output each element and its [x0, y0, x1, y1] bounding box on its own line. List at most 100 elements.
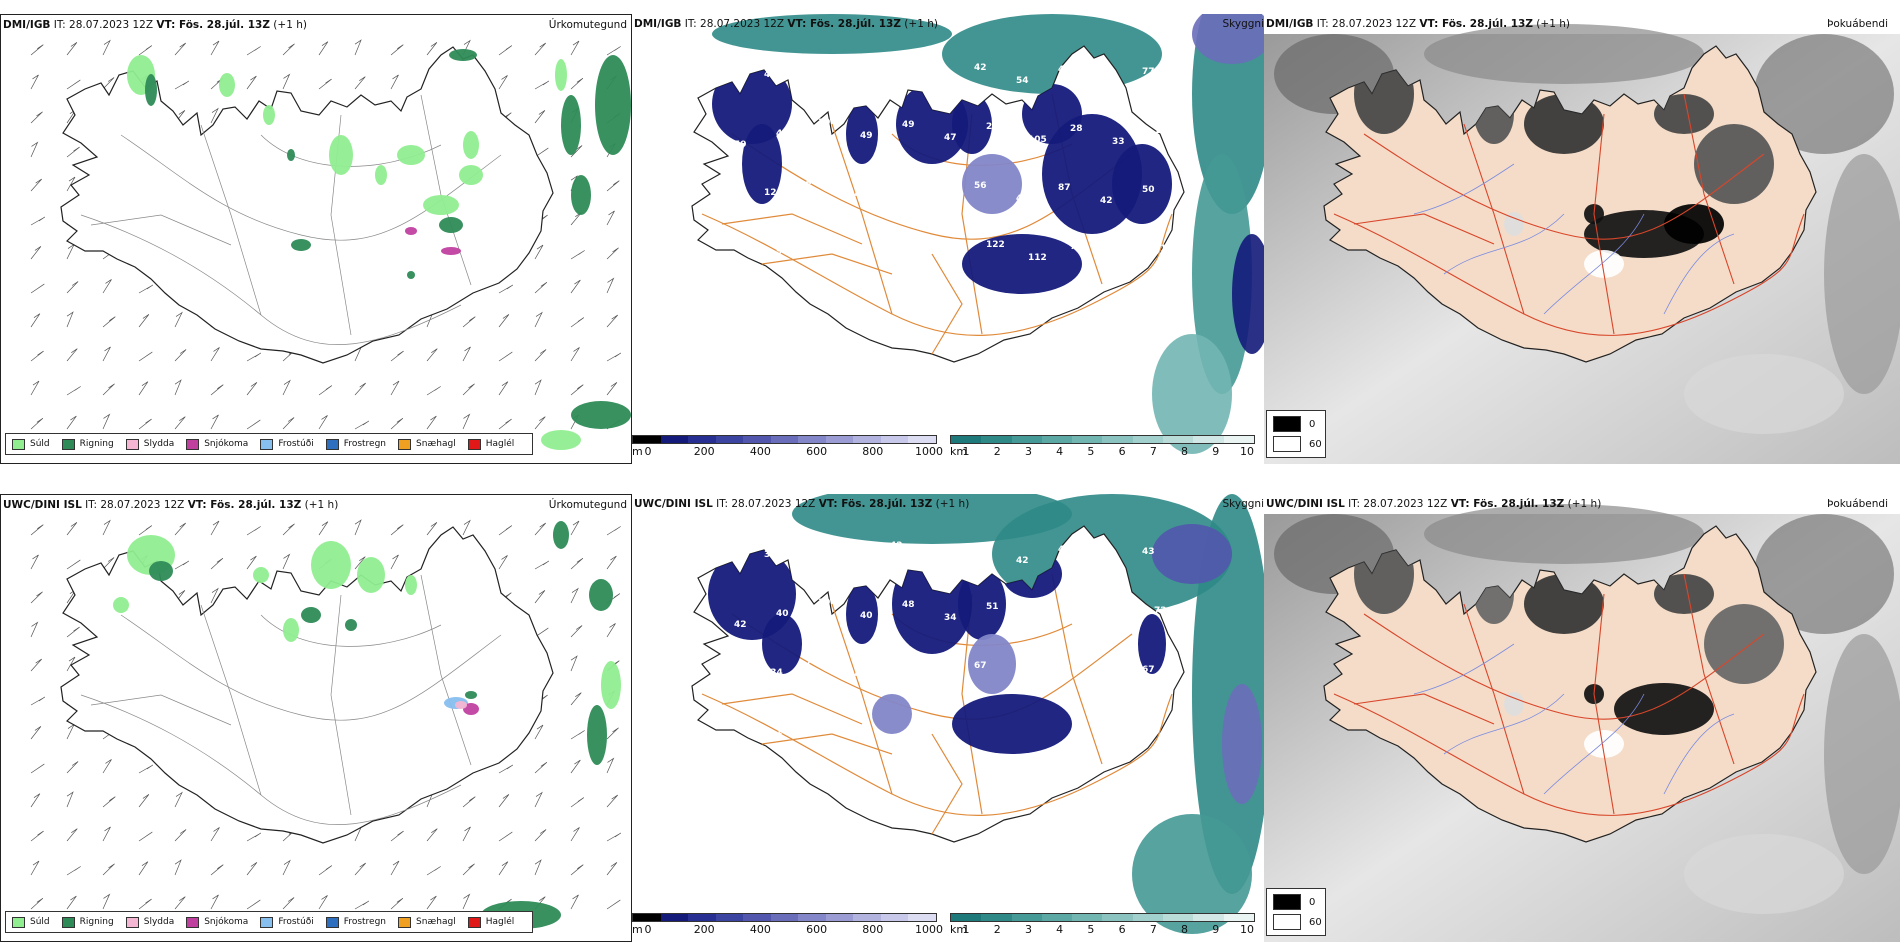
- legend-swatch: [186, 916, 200, 928]
- cloudbase-label: 723: [806, 657, 825, 667]
- wind-barb: [570, 730, 585, 740]
- river-line: [1543, 213, 1645, 315]
- wind-barb: [390, 418, 404, 430]
- river-line: [1413, 163, 1515, 215]
- cloudbase-label: 52: [974, 543, 987, 553]
- road-network: [80, 574, 502, 825]
- fog-legend-item: 0: [1273, 894, 1315, 910]
- fog-area: [1614, 683, 1714, 735]
- legend-label: 60: [1309, 916, 1322, 928]
- wind-barb: [354, 900, 370, 910]
- cloudbase-area: [958, 568, 1006, 640]
- wind-barb: [606, 623, 616, 638]
- wind-barb: [66, 42, 78, 56]
- precip-legend-item: Haglél: [467, 916, 514, 928]
- wind-barb: [534, 762, 548, 774]
- colorbar-cell: [633, 914, 661, 921]
- wind-barb: [30, 898, 44, 910]
- wind-barb: [282, 553, 291, 570]
- fog-sea-shading: [1274, 24, 1900, 434]
- colorbar-cell: [1102, 436, 1133, 443]
- wind-barb: [30, 44, 44, 56]
- colorbar-tick: 9: [1212, 445, 1220, 458]
- precip-area: [311, 541, 351, 589]
- precip-legend-item: Frostúði: [260, 438, 314, 450]
- colorbar-cell: [908, 914, 937, 921]
- colorbar-unit: m: [632, 445, 643, 458]
- colorbar-cell: [1163, 914, 1194, 921]
- road-line: [200, 604, 262, 796]
- panel-title: DMI/IGB IT: 28.07.2023 12Z VT: Fös. 28.j…: [3, 19, 307, 31]
- wind-barb: [462, 413, 471, 430]
- visibility-area: [942, 14, 1162, 94]
- visibility-area: [712, 14, 952, 54]
- colorbar-tick: 200: [693, 445, 715, 458]
- precip-legend-item: Súld: [12, 916, 50, 928]
- wind-barb: [138, 284, 154, 294]
- cloudbase-label: 40: [776, 609, 789, 619]
- precip-area: [459, 165, 483, 185]
- wind-barb: [318, 385, 333, 396]
- legend-label: Frostregn: [343, 917, 387, 927]
- wind-barb: [30, 380, 40, 396]
- wind-barb: [138, 898, 152, 910]
- wind-barb: [102, 383, 115, 396]
- wind-barb: [498, 314, 510, 328]
- legend-swatch: [12, 916, 25, 928]
- cloudbase-label: 83: [722, 199, 735, 209]
- wind-barb: [606, 277, 615, 294]
- precip-area: [463, 131, 479, 159]
- precip-area: [149, 561, 173, 581]
- wind-barb: [210, 414, 219, 430]
- precip-area: [571, 175, 591, 215]
- wind-barb: [606, 210, 615, 226]
- colorbar-cell: [1193, 914, 1224, 921]
- wind-barb: [30, 283, 45, 294]
- fog-area: [1584, 250, 1624, 278]
- colorbar-tick: 2: [993, 445, 1001, 458]
- cloudbase-label: 51: [986, 602, 999, 612]
- visibility-colorbar: km 1 2 3 4 5 6 7 8 9 10: [950, 913, 1255, 936]
- cloudbase-area: [962, 234, 1082, 294]
- wind-barb: [534, 416, 546, 430]
- wind-barb: [570, 827, 580, 842]
- wind-barb: [66, 146, 80, 158]
- river-line: [1663, 233, 1735, 315]
- cloudbase-label: 47: [944, 133, 957, 143]
- colorbar-strip: [950, 435, 1255, 444]
- cloudbase-label: 32: [764, 550, 777, 560]
- fog-legend-item: 60: [1273, 436, 1322, 452]
- precip-area: [441, 247, 461, 255]
- precip-legend-item: Snæhagl: [398, 438, 456, 450]
- wind-barb: [246, 46, 261, 56]
- colorbar-cell: [798, 914, 826, 921]
- cloudbase-label: 12: [764, 188, 777, 198]
- wind-barb: [102, 863, 115, 876]
- cloudbase-label: 41: [902, 238, 915, 248]
- wind-barb: [66, 791, 74, 808]
- wind-barb: [30, 178, 42, 192]
- precip-legend-item: Frostregn: [325, 438, 386, 450]
- wind-barb: [318, 78, 332, 90]
- cloudbase-label: 57: [806, 539, 819, 549]
- fog-area: [1424, 504, 1704, 564]
- colorbar-tick: 1: [962, 445, 970, 458]
- cloudbase-area: [952, 94, 992, 154]
- wind-barb: [426, 348, 438, 362]
- precipitation-type-map: [30, 39, 631, 450]
- wind-barb: [354, 76, 366, 90]
- colorbar-tick: 7: [1149, 445, 1157, 458]
- wind-barb: [534, 379, 542, 396]
- colorbar-tick: 4: [1056, 923, 1064, 936]
- colorbar-tick: 200: [693, 923, 715, 936]
- road-line: [1333, 213, 1805, 336]
- colorbar-cell: [825, 436, 854, 443]
- wind-barb: [30, 554, 39, 570]
- wind-barb: [390, 898, 404, 910]
- wind-barb: [462, 346, 471, 362]
- cloudbase-label: 79: [890, 61, 903, 71]
- wind-barb: [174, 80, 190, 90]
- river-line: [1663, 713, 1735, 795]
- wind-barb: [606, 382, 618, 396]
- cloudbase-label: 47: [932, 192, 945, 202]
